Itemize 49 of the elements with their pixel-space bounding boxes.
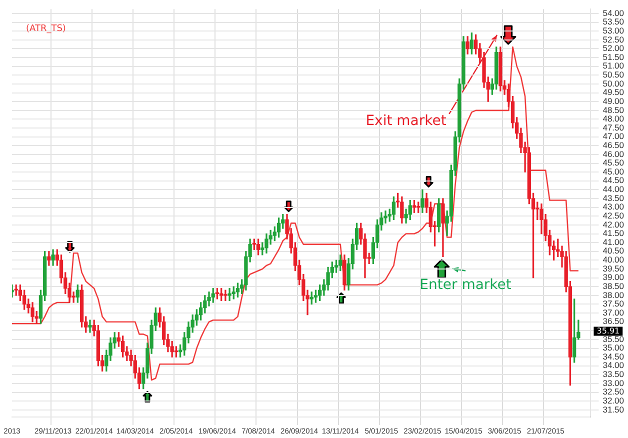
y-tick-label: 49.50 — [602, 87, 624, 98]
y-tick-label: 53.00 — [602, 25, 624, 36]
y-tick-label: 43.50 — [602, 192, 624, 203]
y-tick-label: 42.50 — [602, 210, 624, 220]
annotation: Enter market — [418, 276, 512, 295]
y-tick-label: 44.50 — [602, 175, 624, 186]
y-tick-label: 38.00 — [602, 290, 624, 300]
y-tick-label: 43.00 — [602, 202, 624, 212]
y-tick-label: 40.50 — [602, 246, 624, 256]
y-tick-label: 51.00 — [602, 60, 624, 71]
y-tick-label: 46.00 — [602, 148, 624, 159]
y-tick-label: 37.00 — [602, 307, 624, 318]
y-tick-label: 39.50 — [602, 263, 624, 274]
y-tick-label: 50.00 — [602, 78, 624, 88]
y-tick-label: 34.50 — [602, 351, 624, 362]
y-tick-label: 52.00 — [602, 43, 624, 54]
y-tick-label: 33.00 — [602, 378, 624, 388]
y-tick-label: 49.00 — [602, 96, 624, 106]
y-tick-label: 54.00 — [602, 8, 624, 18]
y-tick-label: 45.00 — [602, 166, 624, 176]
y-tick-label: 53.50 — [602, 16, 624, 27]
y-tick-label: 41.00 — [602, 236, 624, 247]
y-tick-label: 38.50 — [602, 280, 624, 291]
y-tick-label: 46.50 — [602, 140, 624, 150]
y-tick-label: 42.00 — [602, 219, 624, 230]
y-tick-label: 32.50 — [602, 386, 624, 397]
y-tick-label: 41.50 — [602, 228, 624, 238]
y-tick-label: 37.50 — [602, 298, 624, 309]
y-tick-label: 51.50 — [602, 52, 624, 62]
text: 35.91 — [596, 326, 620, 336]
text: (ATR_TS) — [26, 23, 66, 36]
y-tick-label: 45.50 — [602, 158, 624, 168]
y-tick-label: 35.00 — [602, 342, 624, 353]
y-tick-label: 48.00 — [602, 114, 624, 124]
y-tick-label: 35.50 — [602, 334, 624, 344]
y-tick-label: 31.50 — [602, 404, 624, 414]
y-tick-label: 47.50 — [602, 122, 624, 132]
y-tick-label: 44.00 — [602, 184, 624, 194]
y-tick-label: 40.00 — [602, 254, 624, 265]
y-tick-label: 33.50 — [602, 369, 624, 380]
y-tick-label: 32.00 — [602, 395, 624, 406]
y-tick-label: 52.50 — [602, 34, 624, 44]
y-tick-label: 47.00 — [602, 131, 624, 142]
annotation: Exit market — [364, 112, 448, 131]
y-tick-label: 50.50 — [602, 70, 624, 80]
y-tick-label: 48.50 — [602, 104, 624, 115]
y-tick-label: 39.00 — [602, 272, 624, 282]
y-tick-label: 34.00 — [602, 360, 624, 370]
y-tick-label: 36.50 — [602, 316, 624, 326]
